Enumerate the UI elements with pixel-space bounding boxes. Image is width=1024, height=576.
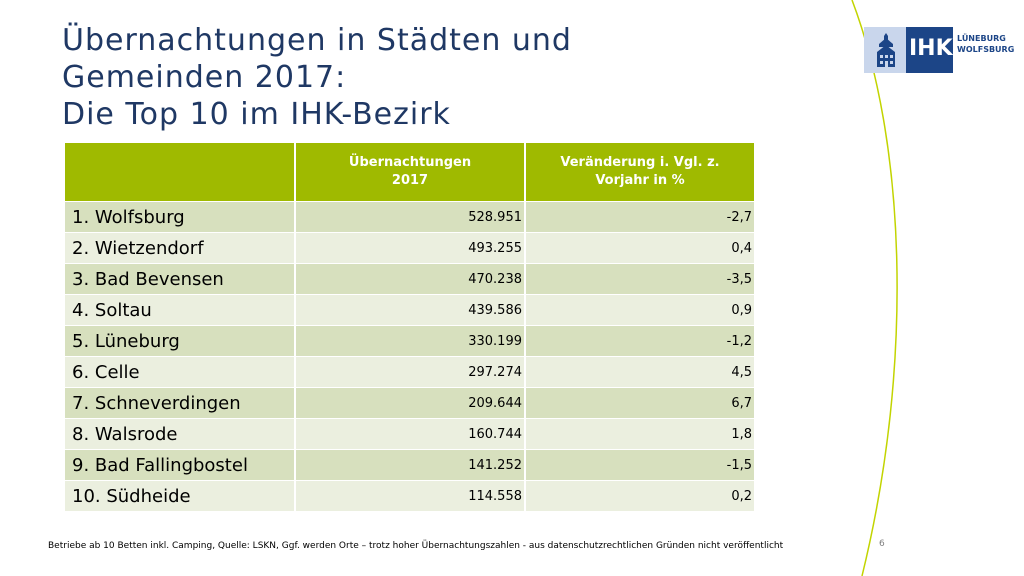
place-name-cell: 4. Soltau (65, 295, 294, 325)
header-place (65, 143, 294, 201)
logo-ihk-text: IHK (909, 36, 953, 61)
place-name-cell: 8. Walsrode (65, 419, 294, 449)
place-name-cell: 9. Bad Fallingbostel (65, 450, 294, 480)
place-name-cell: 3. Bad Bevensen (65, 264, 294, 294)
change-cell: -3,5 (524, 264, 754, 294)
overnights-cell: 528.951 (294, 202, 524, 232)
title-line-3: Die Top 10 im IHK-Bezirk (62, 97, 451, 132)
header-overnights: Übernachtungen 2017 (294, 143, 524, 201)
logo-line-2: WOLFSBURG (957, 45, 1015, 54)
table-row: 10. Südheide 114.558 0,2 (65, 481, 754, 511)
overnights-cell: 439.586 (294, 295, 524, 325)
table-header-row: Übernachtungen 2017 Veränderung i. Vgl. z.… (65, 143, 754, 201)
overnights-cell: 114.558 (294, 481, 524, 511)
change-cell: 4,5 (524, 357, 754, 387)
overnights-cell: 141.252 (294, 450, 524, 480)
change-cell: 0,2 (524, 481, 754, 511)
footnote: Betriebe ab 10 Betten inkl. Camping, Que… (48, 541, 784, 551)
table-header: Übernachtungen 2017 Veränderung i. Vgl. z.… (65, 143, 754, 201)
header-change: Veränderung i. Vgl. z. Vorjahr in % (524, 143, 754, 201)
header-line: 2017 (391, 173, 429, 188)
table-body: 1. Wolfsburg 528.951 -2,7 2. Wietzendorf 493… (65, 202, 754, 511)
change-cell: -1,5 (524, 450, 754, 480)
page-number: 6 (879, 539, 885, 549)
overnights-cell: 209.644 (294, 388, 524, 418)
place-name-cell: 7. Schneverdingen (65, 388, 294, 418)
overnights-cell: 470.238 (294, 264, 524, 294)
table-row: 3. Bad Bevensen 470.238 -3,5 (65, 264, 754, 294)
top10-table: Übernachtungen 2017 Veränderung i. Vgl. z.… (65, 142, 754, 512)
town-hall-icon (877, 33, 895, 67)
overnights-cell: 160.744 (294, 419, 524, 449)
table-row: 9. Bad Fallingbostel 141.252 -1,5 (65, 450, 754, 480)
title-line-1: Übernachtungen in Städten und (62, 23, 572, 58)
header-line: Übernachtungen (348, 155, 472, 170)
place-name-cell: 1. Wolfsburg (65, 202, 294, 232)
table-row: 5. Lüneburg 330.199 -1,2 (65, 326, 754, 356)
table-row: 7. Schneverdingen 209.644 6,7 (65, 388, 754, 418)
title-line-2: Gemeinden 2017: (62, 60, 347, 95)
change-cell: 1,8 (524, 419, 754, 449)
change-cell: -2,7 (524, 202, 754, 232)
header-line: Veränderung i. Vgl. z. (560, 155, 720, 170)
table-row: 8. Walsrode 160.744 1,8 (65, 419, 754, 449)
table-row: 4. Soltau 439.586 0,9 (65, 295, 754, 325)
place-name-cell: 6. Celle (65, 357, 294, 387)
ihk-logo: IHK LÜNEBURG WOLFSBURG (864, 27, 1014, 73)
overnights-cell: 493.255 (294, 233, 524, 263)
place-name-cell: 2. Wietzendorf (65, 233, 294, 263)
table-row: 6. Celle 297.274 4,5 (65, 357, 754, 387)
change-cell: 6,7 (524, 388, 754, 418)
header-line: Vorjahr in % (595, 173, 685, 188)
change-cell: 0,9 (524, 295, 754, 325)
change-cell: 0,4 (524, 233, 754, 263)
logo-line-1: LÜNEBURG (957, 34, 1006, 43)
table-row: 2. Wietzendorf 493.255 0,4 (65, 233, 754, 263)
table-row: 1. Wolfsburg 528.951 -2,7 (65, 202, 754, 232)
logo-city-text: LÜNEBURG WOLFSBURG (957, 33, 1014, 55)
place-name-cell: 10. Südheide (65, 481, 294, 511)
slide-title: Übernachtungen in Städten und Gemeinden … (62, 22, 572, 133)
change-cell: -1,2 (524, 326, 754, 356)
overnights-cell: 330.199 (294, 326, 524, 356)
place-name-cell: 5. Lüneburg (65, 326, 294, 356)
overnights-cell: 297.274 (294, 357, 524, 387)
